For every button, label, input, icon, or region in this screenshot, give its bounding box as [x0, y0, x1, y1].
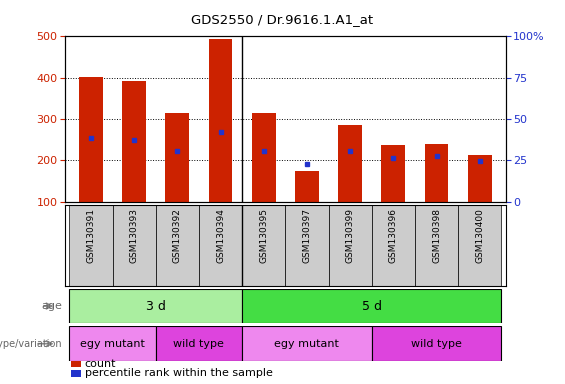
Bar	[166, 113, 189, 202]
Text: GSM130400: GSM130400	[475, 208, 484, 263]
Bar	[156, 326, 242, 361]
Text: GSM130393: GSM130393	[129, 208, 138, 263]
Bar	[69, 289, 242, 323]
Bar	[242, 289, 501, 323]
Bar	[69, 326, 156, 361]
Bar	[285, 205, 328, 286]
Bar	[156, 205, 199, 286]
Bar	[242, 326, 372, 361]
Text: GSM130397: GSM130397	[302, 208, 311, 263]
Bar	[199, 205, 242, 286]
Text: age: age	[41, 301, 62, 311]
Text: GDS2550 / Dr.9616.1.A1_at: GDS2550 / Dr.9616.1.A1_at	[192, 13, 373, 26]
Text: GSM130398: GSM130398	[432, 208, 441, 263]
Bar	[458, 205, 501, 286]
Text: GSM130395: GSM130395	[259, 208, 268, 263]
Bar	[372, 326, 501, 361]
Text: GSM130399: GSM130399	[346, 208, 355, 263]
Bar	[372, 205, 415, 286]
Bar	[328, 205, 372, 286]
Bar	[381, 145, 405, 202]
Bar	[295, 170, 319, 202]
Text: GSM130396: GSM130396	[389, 208, 398, 263]
Bar	[122, 81, 146, 202]
Text: percentile rank within the sample: percentile rank within the sample	[85, 368, 273, 378]
Text: 5 d: 5 d	[362, 300, 382, 313]
Text: GSM130392: GSM130392	[173, 208, 182, 263]
Text: GSM130394: GSM130394	[216, 208, 225, 263]
Text: egy mutant: egy mutant	[275, 339, 340, 349]
Bar	[415, 205, 458, 286]
Bar	[112, 205, 156, 286]
Bar	[338, 125, 362, 202]
Bar	[242, 205, 285, 286]
Text: egy mutant: egy mutant	[80, 339, 145, 349]
Text: GSM130391: GSM130391	[86, 208, 95, 263]
Text: wild type: wild type	[173, 339, 224, 349]
Bar	[252, 113, 276, 202]
Text: 3 d: 3 d	[146, 300, 166, 313]
Bar	[79, 76, 103, 202]
Text: wild type: wild type	[411, 339, 462, 349]
Bar	[208, 38, 232, 202]
Bar	[69, 205, 112, 286]
Text: count: count	[85, 359, 116, 369]
Bar	[468, 156, 492, 202]
Bar	[425, 144, 449, 202]
Text: genotype/variation: genotype/variation	[0, 339, 62, 349]
